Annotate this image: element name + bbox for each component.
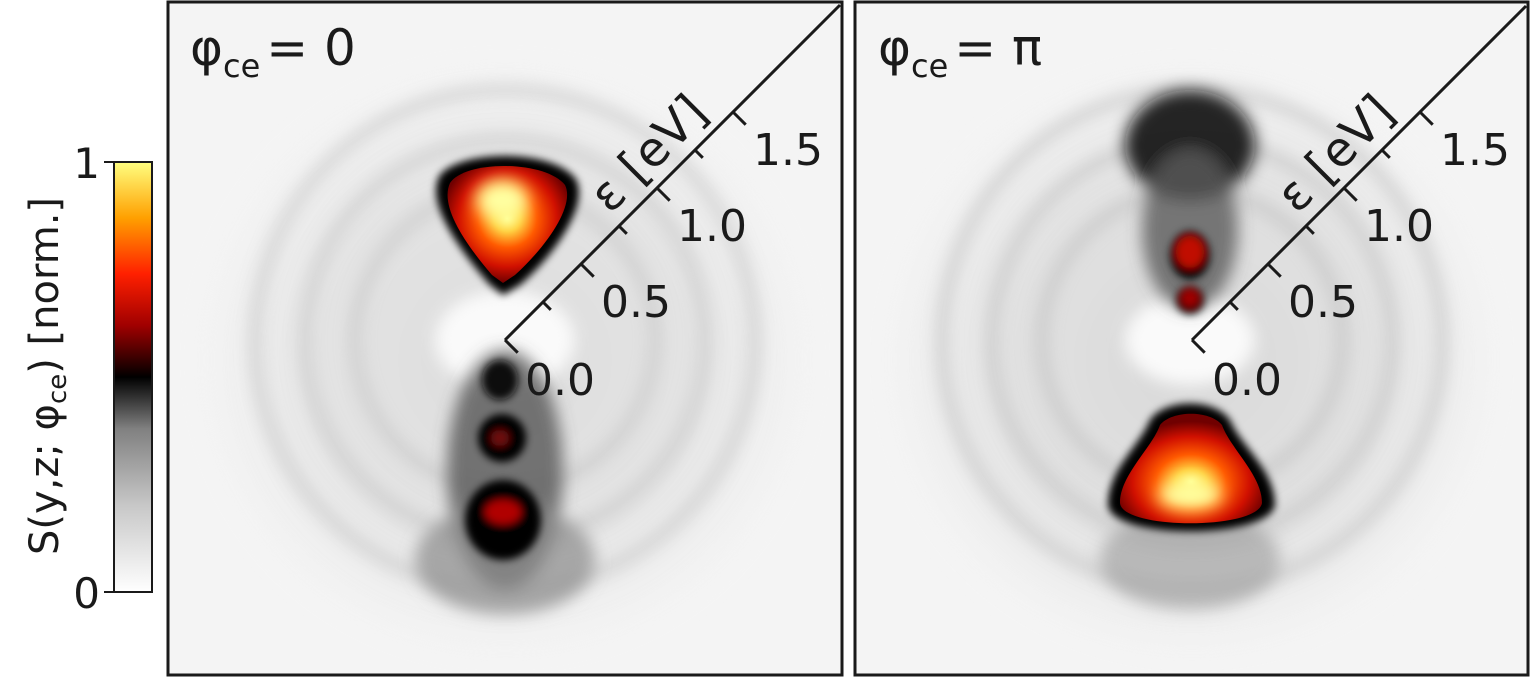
colorbar-tick-max: 1	[73, 139, 100, 188]
axis-major-tick	[1342, 186, 1358, 202]
axis-ticks	[1190, 110, 1434, 354]
axis-minor-tick	[1380, 148, 1391, 159]
panel-label: φce = 0	[190, 19, 356, 85]
colorbar-gradient	[113, 161, 153, 593]
colorbar-label: S(y,z; φce) [norm.]	[22, 197, 73, 555]
panel-phi-pi: φce = π 0.0 0.5 1.0 1.5 ε [eV]	[853, 0, 1530, 677]
axis-minor-tick	[541, 300, 552, 311]
panel-frame	[166, 0, 844, 677]
tick-label-0: 0.0	[1212, 355, 1282, 406]
axis-minor-tick	[1228, 300, 1239, 311]
axis-tick-labels: 0.0 0.5 1.0 1.5	[525, 125, 823, 406]
axis-major-tick	[579, 262, 595, 278]
axis-major-tick	[1418, 110, 1434, 126]
center-light-spot	[1125, 295, 1255, 385]
upper-blobs	[1170, 231, 1210, 314]
tick-label-3: 1.5	[753, 125, 823, 176]
axis-minor-tick	[1304, 224, 1315, 235]
axis-line	[503, 3, 842, 342]
lower-blobs	[465, 360, 541, 560]
axis-major-tick	[503, 338, 519, 354]
lower-lobe	[1108, 403, 1275, 532]
tick-label-2: 1.0	[677, 201, 747, 252]
tick-label-3: 1.5	[1440, 125, 1510, 176]
axis-tick-labels: 0.0 0.5 1.0 1.5	[1212, 125, 1510, 406]
axis-minor-tick	[693, 148, 704, 159]
axis-ticks	[503, 110, 747, 354]
panel-frame	[853, 0, 1530, 677]
axis-major-tick	[731, 110, 747, 126]
axis-major-tick	[1266, 262, 1282, 278]
tick-label-1: 0.5	[1288, 277, 1358, 328]
tick-label-1: 0.5	[601, 277, 671, 328]
axis-major-tick	[655, 186, 671, 202]
heatmap-phi-0	[168, 0, 842, 676]
colorbar: 1 0 S(y,z; φce) [norm.]	[22, 139, 153, 618]
panel-phi-0: φce = 0 0.0 0.5 1.0 1.5 ε [eV]	[166, 0, 844, 677]
heatmap-phi-pi	[855, 0, 1528, 676]
tick-label-0: 0.0	[525, 355, 595, 406]
tick-label-2: 1.0	[1364, 201, 1434, 252]
upper-jet	[1100, 90, 1280, 610]
panel-label: φce = π	[878, 19, 1042, 85]
axis-minor-tick	[617, 224, 628, 235]
upper-lobe	[436, 155, 579, 295]
axis-line	[1190, 4, 1528, 342]
colorbar-tick-min: 0	[73, 569, 100, 618]
axis-major-tick	[1190, 338, 1206, 354]
